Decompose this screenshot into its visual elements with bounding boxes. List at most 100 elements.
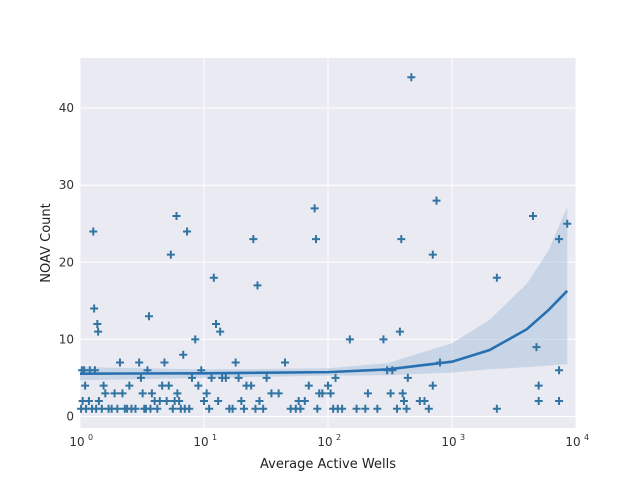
data-point xyxy=(247,381,256,390)
x-axis-ticks: 10 0 10 1 10 2 10 3 10 4 xyxy=(69,433,589,449)
data-point xyxy=(168,404,177,413)
data-point xyxy=(255,397,264,406)
data-point xyxy=(216,327,225,336)
data-point xyxy=(274,389,283,398)
data-point xyxy=(101,389,110,398)
data-point xyxy=(93,319,102,328)
data-point xyxy=(345,335,354,344)
data-point xyxy=(555,235,564,244)
data-point xyxy=(237,397,246,406)
y-axis-label: NOAV Count xyxy=(39,203,54,282)
data-point xyxy=(162,397,171,406)
data-point xyxy=(555,397,564,406)
data-point xyxy=(399,397,408,406)
data-point xyxy=(138,389,147,398)
x-tick-label: 10 xyxy=(565,435,580,449)
data-point xyxy=(326,389,335,398)
scatter-points xyxy=(77,73,572,413)
data-point xyxy=(125,381,134,390)
data-point xyxy=(136,373,145,382)
data-point xyxy=(97,404,106,413)
data-point xyxy=(228,404,237,413)
x-tick: 10 2 xyxy=(317,433,341,449)
data-point xyxy=(146,404,155,413)
data-point xyxy=(280,358,289,367)
y-tick-label: 30 xyxy=(59,178,74,192)
data-point xyxy=(200,397,208,406)
regression-line xyxy=(79,289,569,375)
x-tick-exponent: 4 xyxy=(584,433,589,442)
data-point xyxy=(249,235,258,244)
data-point xyxy=(234,373,243,382)
data-point xyxy=(397,235,406,244)
data-point xyxy=(324,381,332,390)
confidence-band xyxy=(80,206,568,381)
data-point xyxy=(392,404,401,413)
data-point xyxy=(94,327,103,336)
y-tick-label: 10 xyxy=(59,332,74,346)
data-point xyxy=(296,404,305,413)
data-point xyxy=(267,389,276,398)
data-point xyxy=(153,404,162,413)
data-point xyxy=(534,381,543,390)
data-point xyxy=(147,389,156,398)
data-point xyxy=(94,397,103,406)
data-point xyxy=(221,373,230,382)
data-point xyxy=(331,373,340,382)
data-point xyxy=(262,373,271,382)
data-point xyxy=(398,389,407,398)
data-point xyxy=(311,235,320,244)
data-point xyxy=(395,327,404,336)
x-axis-label: Average Active Wells xyxy=(260,457,396,472)
data-point xyxy=(187,373,196,382)
data-point xyxy=(259,404,268,413)
data-point xyxy=(379,335,388,344)
data-point xyxy=(239,404,248,413)
data-point xyxy=(310,204,319,213)
data-point xyxy=(420,397,429,406)
data-point xyxy=(155,397,164,406)
x-tick-exponent: 3 xyxy=(460,433,465,442)
data-point xyxy=(212,319,221,328)
x-tick-label: 10 xyxy=(193,435,208,449)
data-point xyxy=(532,343,541,352)
data-point xyxy=(428,250,437,259)
x-tick: 10 3 xyxy=(441,433,465,449)
data-point xyxy=(428,381,437,390)
data-point xyxy=(253,281,262,290)
data-point xyxy=(110,389,119,398)
data-point xyxy=(175,397,184,406)
data-point xyxy=(407,73,416,82)
data-point xyxy=(113,404,122,413)
y-tick-label: 40 xyxy=(59,101,74,115)
data-point xyxy=(363,389,372,398)
data-point xyxy=(194,381,203,390)
data-point xyxy=(183,227,192,236)
data-point xyxy=(89,227,98,236)
x-tick: 10 0 xyxy=(69,433,93,449)
x-tick-label: 10 xyxy=(317,435,332,449)
data-point xyxy=(361,404,370,413)
data-point xyxy=(304,381,313,390)
data-point xyxy=(424,404,433,413)
data-point xyxy=(173,389,182,398)
x-tick-exponent: 0 xyxy=(88,433,93,442)
data-point xyxy=(534,397,543,406)
data-point xyxy=(300,397,309,406)
data-point xyxy=(131,404,140,413)
y-axis-ticks: 0 10 20 30 40 xyxy=(59,101,74,423)
data-point xyxy=(318,389,327,398)
data-point xyxy=(251,404,260,413)
x-tick-exponent: 2 xyxy=(336,433,341,442)
data-point xyxy=(231,358,240,367)
data-point xyxy=(166,250,175,259)
x-tick-label: 10 xyxy=(441,435,456,449)
data-point xyxy=(205,404,214,413)
data-point xyxy=(492,273,501,282)
data-point xyxy=(313,404,322,413)
data-point xyxy=(135,358,144,367)
data-point xyxy=(403,373,412,382)
y-tick-label: 20 xyxy=(59,255,74,269)
data-point xyxy=(144,312,153,321)
